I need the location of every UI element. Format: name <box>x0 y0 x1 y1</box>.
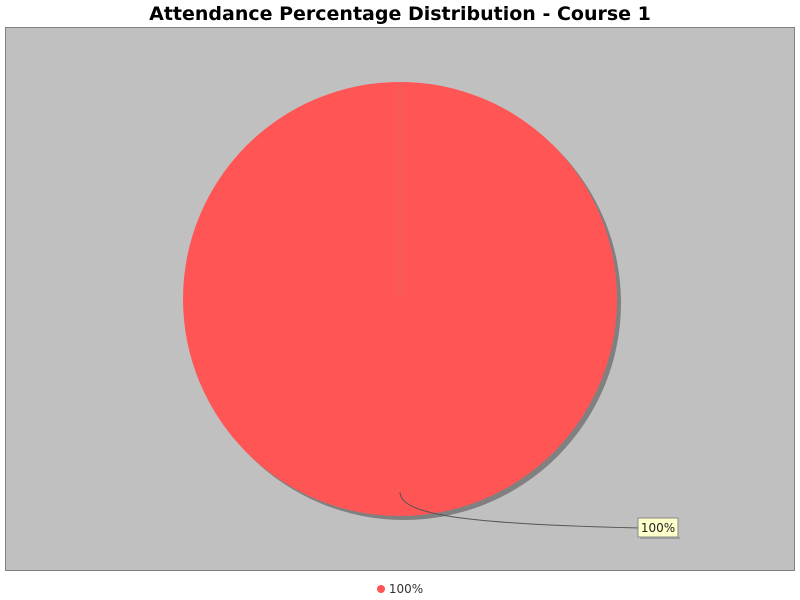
chart-title: Attendance Percentage Distribution - Cou… <box>149 3 651 25</box>
legend-swatch <box>376 585 385 593</box>
pie-layer <box>183 82 621 520</box>
label-layer: 100% <box>399 491 680 539</box>
label-link-line <box>399 491 641 529</box>
legend-label: 100% <box>388 582 424 596</box>
legend: 100% <box>0 580 800 598</box>
data-label: 100% <box>641 521 675 535</box>
data-label-box-shadow <box>640 537 680 539</box>
legend-item: 100% <box>376 582 424 596</box>
